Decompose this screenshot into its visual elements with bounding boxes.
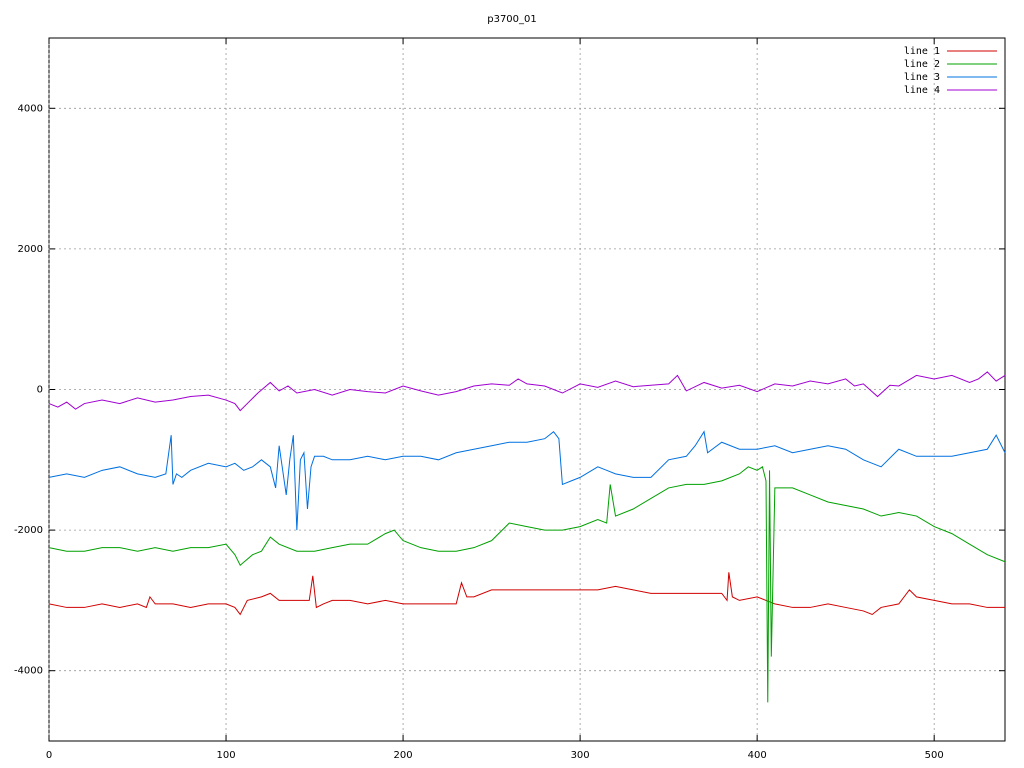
chart-title: p3700_01 xyxy=(487,14,537,25)
plot-frame xyxy=(48,37,1006,742)
legend: line 1 line 2 line 3 line 4 xyxy=(904,46,997,96)
y-tick-label: 4000 xyxy=(18,103,43,114)
legend-label: line 4 xyxy=(904,85,940,96)
legend-label: line 3 xyxy=(904,72,940,83)
x-tick-label: 400 xyxy=(748,750,767,761)
y-tick-label: 2000 xyxy=(18,244,43,255)
x-tick-label: 300 xyxy=(571,750,590,761)
x-tick-label: 100 xyxy=(216,750,235,761)
data-line xyxy=(48,430,1006,531)
data-line xyxy=(48,371,1006,412)
x-tick-label: 0 xyxy=(46,750,52,761)
data-line xyxy=(48,572,1005,616)
legend-label: line 1 xyxy=(904,46,940,57)
data-line xyxy=(48,466,1006,703)
y-tick-label: -2000 xyxy=(14,525,43,536)
legend-label: line 2 xyxy=(904,59,940,70)
y-tick-label: 0 xyxy=(37,385,43,396)
x-tick-label: 500 xyxy=(925,750,944,761)
x-tick-label: 200 xyxy=(394,750,413,761)
y-tick-label: -4000 xyxy=(14,666,43,677)
